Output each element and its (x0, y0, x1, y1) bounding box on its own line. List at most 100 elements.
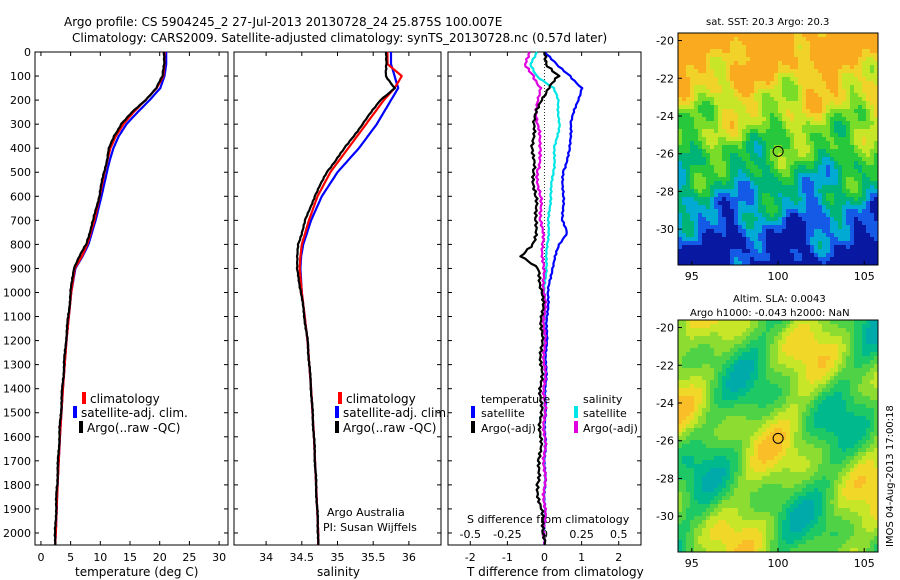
map-cell (866, 444, 871, 449)
map-cell (702, 117, 707, 122)
map-cell (694, 209, 699, 214)
map-cell (798, 380, 803, 385)
map-cell (830, 213, 835, 218)
map-cell (698, 241, 703, 246)
map-cell (790, 77, 795, 82)
map-cell (722, 133, 727, 138)
map-cell (730, 37, 735, 42)
map-cell (806, 117, 811, 122)
map-cell (686, 324, 691, 329)
map-cell (782, 328, 787, 333)
map-cell (750, 197, 755, 202)
map-cell (782, 73, 787, 78)
map-cell (754, 173, 759, 178)
map-cell (706, 73, 711, 78)
argo-position-marker (772, 145, 784, 157)
map-cell (750, 464, 755, 469)
map-cell (702, 129, 707, 134)
map-cell (818, 169, 823, 174)
map-cell (686, 117, 691, 122)
map-cell (782, 233, 787, 238)
map-cell (746, 121, 751, 126)
map-cell (858, 360, 863, 365)
map-cell (702, 157, 707, 162)
map-cell (742, 460, 747, 465)
map-cell (754, 177, 759, 182)
map-cell (742, 388, 747, 393)
map-cell (874, 420, 879, 425)
map-cell (798, 364, 803, 369)
map-cell (846, 352, 851, 357)
map-cell (710, 101, 715, 106)
map-cell (730, 73, 735, 78)
map-cell (690, 384, 695, 389)
legend-swatch-climatology (82, 392, 86, 404)
map-cell (690, 436, 695, 441)
map-cell (814, 436, 819, 441)
map-cell (766, 73, 771, 78)
map-cell (698, 261, 703, 266)
map-cell (678, 249, 683, 254)
map-cell (722, 177, 727, 182)
map-cell (702, 257, 707, 262)
map-cell (698, 436, 703, 441)
map-cell (806, 261, 811, 266)
map-cell (794, 245, 799, 250)
map-cell (766, 129, 771, 134)
map-cell (814, 77, 819, 82)
map-cell (834, 185, 839, 190)
map-cell (678, 185, 683, 190)
map-cell (850, 145, 855, 150)
map-cell (786, 117, 791, 122)
map-cell (774, 137, 779, 142)
map-cell (678, 153, 683, 158)
map-cell (774, 93, 779, 98)
map-cell (814, 412, 819, 417)
map-cell (678, 33, 683, 38)
map-cell (742, 49, 747, 54)
map-cell (734, 145, 739, 150)
map-cell (706, 165, 711, 170)
map-cell (798, 356, 803, 361)
map-cell (754, 197, 759, 202)
map-cell (718, 420, 723, 425)
map-cell (706, 33, 711, 38)
map-cell (762, 448, 767, 453)
map-cell (762, 33, 767, 38)
map-cell (786, 237, 791, 242)
map-cell (818, 324, 823, 329)
map-cell (794, 320, 799, 325)
map-cell (710, 165, 715, 170)
map-cell (742, 145, 747, 150)
map-cell (694, 117, 699, 122)
map-cell (778, 460, 783, 465)
map-cell (826, 117, 831, 122)
map-cell (850, 97, 855, 102)
map-cell (730, 101, 735, 106)
map-cell (782, 205, 787, 210)
map-cell (802, 205, 807, 210)
map-cell (834, 241, 839, 246)
map-cell (730, 225, 735, 230)
map-cell (870, 253, 875, 258)
map-cell (686, 205, 691, 210)
map-cell (822, 324, 827, 329)
map-cell (738, 261, 743, 266)
map-cell (850, 452, 855, 457)
map-cell (702, 173, 707, 178)
map-cell (750, 348, 755, 353)
map-cell (686, 221, 691, 226)
map-cell (766, 185, 771, 190)
sst-map-title: sat. SST: 20.3 Argo: 20.3 (706, 17, 829, 28)
map-cell (850, 41, 855, 46)
map-cell (718, 464, 723, 469)
map-cell (718, 205, 723, 210)
map-cell (762, 53, 767, 58)
map-cell (694, 432, 699, 437)
map-cell (746, 193, 751, 198)
map-cell (738, 133, 743, 138)
map-cell (746, 237, 751, 242)
map-cell (790, 336, 795, 341)
map-cell (782, 133, 787, 138)
map-cell (870, 237, 875, 242)
